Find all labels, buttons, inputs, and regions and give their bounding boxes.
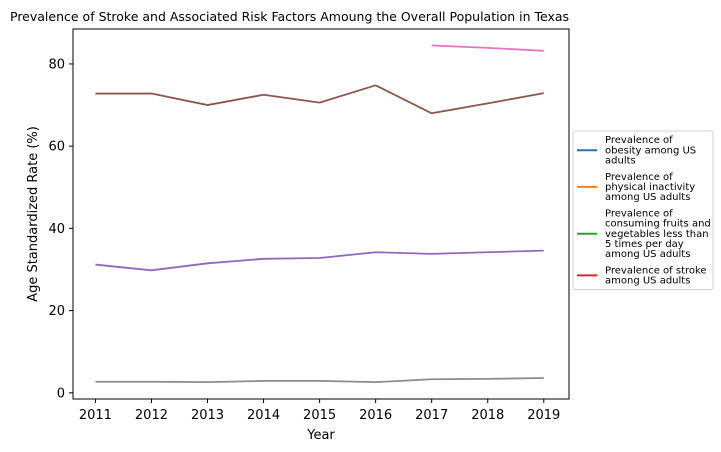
series-line-2 xyxy=(95,377,544,384)
series-line-1 xyxy=(95,84,544,115)
plot-area xyxy=(72,28,570,400)
legend-frame xyxy=(572,130,714,291)
x-tick-label: 2012 xyxy=(135,408,168,423)
x-tick-label: 2014 xyxy=(247,408,280,423)
y-tick-label: 60 xyxy=(48,140,65,155)
y-tick-label: 0 xyxy=(57,386,65,401)
x-tick-label: 2017 xyxy=(415,408,448,423)
y-axis-label: Age Standardized Rate (%) xyxy=(26,126,41,302)
legend-label: Prevalence of physical inactivity among US… xyxy=(605,172,695,203)
y-tick-label: 20 xyxy=(48,304,65,319)
series-lines xyxy=(95,44,544,384)
chart-title: Prevalence of Stroke and Associated Risk… xyxy=(10,9,569,24)
legend-label: Prevalence of obesity among US adults xyxy=(605,135,696,166)
y-tick-label: 80 xyxy=(48,57,65,72)
x-tick-label: 2015 xyxy=(303,408,336,423)
series-line-0 xyxy=(95,249,544,272)
y-axis: 0 20 40 60 80 xyxy=(48,57,73,401)
legend-label: Prevalence of consuming fruits and vegetab… xyxy=(605,208,711,260)
legend: Prevalence of obesity among US adults Preva… xyxy=(572,130,714,291)
x-axis: 2011 2012 2013 2014 2015 2016 2017 2018 2019 xyxy=(79,399,560,423)
x-tick-label: 2013 xyxy=(191,408,224,423)
x-tick-label: 2018 xyxy=(471,408,504,423)
x-tick-label: 2016 xyxy=(359,408,392,423)
legend-label: Prevalence of stroke among US adults xyxy=(605,265,707,286)
x-axis-label: Year xyxy=(306,428,335,443)
x-tick-label: 2019 xyxy=(527,408,560,423)
series-line-3 xyxy=(431,44,544,52)
x-tick-label: 2011 xyxy=(79,408,112,423)
y-tick-label: 40 xyxy=(48,222,65,237)
